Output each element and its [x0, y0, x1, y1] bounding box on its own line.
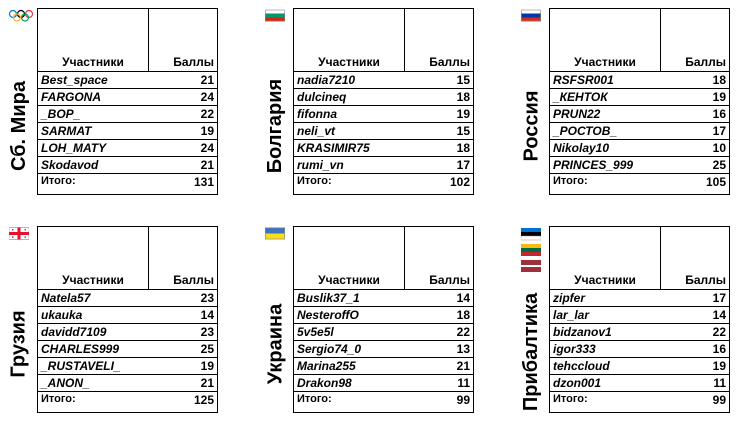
points-header: Баллы [173, 273, 214, 287]
team-table: Участники Баллы nadia7210 15 dulcineq 18 f… [293, 8, 474, 195]
table-row: _RUSTAVELI_ 19 [38, 357, 217, 374]
table-row: KRASIMIR75 18 [294, 139, 473, 156]
table-row: ukauka 14 [38, 306, 217, 323]
table-row: _РОСТОВ_ 17 [550, 122, 729, 139]
table-header: Участники Баллы [294, 9, 473, 71]
table-row: 5v5e5l 22 [294, 323, 473, 340]
total-row: Итого: 105 [550, 173, 729, 190]
points-header: Баллы [685, 273, 726, 287]
team-block-world: Сб. Мира Участники Баллы Best_space 21 FA… [8, 8, 228, 195]
participants-header: Участники [574, 273, 636, 287]
table-row: Marina255 21 [294, 357, 473, 374]
team-name: Сб. Мира [8, 81, 31, 171]
points-header: Баллы [685, 55, 726, 69]
table-row: FARGONA 24 [38, 88, 217, 105]
points-header: Баллы [429, 273, 470, 287]
table-row: rumi_vn 17 [294, 156, 473, 173]
table-row: CHARLES999 25 [38, 340, 217, 357]
table-row: Skodavod 21 [38, 156, 217, 173]
total-row: Итого: 99 [550, 391, 729, 408]
table-row: Natela57 23 [38, 289, 217, 306]
team-block-georgia: Грузия Участники Баллы Natela57 23 ukauka… [8, 226, 228, 413]
table-row: PRINCES_999 25 [550, 156, 729, 173]
table-row: PRUN22 16 [550, 105, 729, 122]
table-row: neli_vt 15 [294, 122, 473, 139]
table-header: Участники Баллы [38, 9, 217, 71]
olympic-rings-icon [8, 9, 34, 22]
table-row: dulcineq 18 [294, 88, 473, 105]
team-table: Участники Баллы RSFSR001 18 _КЕНТОК 19 PRU… [549, 8, 730, 195]
table-row: _КЕНТОК 19 [550, 88, 729, 105]
team-name: Украина [264, 303, 286, 385]
points-header: Баллы [429, 55, 470, 69]
table-row: dzon001 11 [550, 374, 729, 391]
russia-flag-icon [521, 9, 541, 22]
team-table: Участники Баллы Best_space 21 FARGONA 24 _… [37, 8, 218, 195]
table-row: igor333 16 [550, 340, 729, 357]
table-header: Участники Баллы [294, 227, 473, 289]
table-header: Участники Баллы [550, 9, 729, 71]
team-table: Участники Баллы Buslik37_1 14 NesteroffO 1… [293, 226, 474, 413]
team-name: Россия [520, 90, 543, 162]
participants-header: Участники [318, 273, 380, 287]
table-row: RSFSR001 18 [550, 71, 729, 88]
table-row: Nikolay10 10 [550, 139, 729, 156]
table-row: nadia7210 15 [294, 71, 473, 88]
table-row: zipfer 17 [550, 289, 729, 306]
table-row: davidd7109 23 [38, 323, 217, 340]
table-row: _BOP_ 22 [38, 105, 217, 122]
table-row: Best_space 21 [38, 71, 217, 88]
table-row: LOH_MATY 24 [38, 139, 217, 156]
ukraine-flag-icon [265, 227, 285, 240]
table-row: lar_lar 14 [550, 306, 729, 323]
participants-header: Участники [318, 55, 380, 69]
total-row: Итого: 99 [294, 391, 473, 408]
table-row: NesteroffO 18 [294, 306, 473, 323]
table-header: Участники Баллы [38, 227, 217, 289]
team-block-russia: Россия Участники Баллы RSFSR001 18 _КЕНТО… [520, 8, 740, 195]
total-row: Итого: 102 [294, 173, 473, 190]
team-name: Болгария [264, 78, 286, 174]
table-header: Участники Баллы [550, 227, 729, 289]
table-row: Buslik37_1 14 [294, 289, 473, 306]
table-row: tehccloud 19 [550, 357, 729, 374]
table-row: bidzanov1 22 [550, 323, 729, 340]
table-row: Sergio74_0 13 [294, 340, 473, 357]
team-name: Грузия [8, 310, 31, 378]
team-block-bulgaria: Болгария Участники Баллы nadia7210 15 dul… [264, 8, 484, 195]
participants-header: Участники [62, 55, 124, 69]
total-row: Итого: 125 [38, 391, 217, 408]
table-row: _ANON_ 21 [38, 374, 217, 391]
points-header: Баллы [173, 55, 214, 69]
bulgaria-flag-icon [265, 9, 285, 22]
participants-header: Участники [62, 273, 124, 287]
team-block-ukraine: Украина Участники Баллы Buslik37_1 14 Nes… [264, 226, 484, 413]
baltic-flags-icon [521, 228, 541, 272]
total-row: Итого: 131 [38, 173, 217, 190]
table-row: SARMAT 19 [38, 122, 217, 139]
team-table: Участники Баллы zipfer 17 lar_lar 14 bidza… [549, 226, 730, 413]
table-row: fifonna 19 [294, 105, 473, 122]
team-name: Прибалтика [520, 292, 543, 412]
participants-header: Участники [574, 55, 636, 69]
georgia-flag-icon [9, 227, 29, 240]
table-row: Drakon98 11 [294, 374, 473, 391]
team-table: Участники Баллы Natela57 23 ukauka 14 davi… [37, 226, 218, 413]
team-block-baltics: Прибалтика Участники Баллы zipfer 17 lar_… [520, 226, 740, 413]
